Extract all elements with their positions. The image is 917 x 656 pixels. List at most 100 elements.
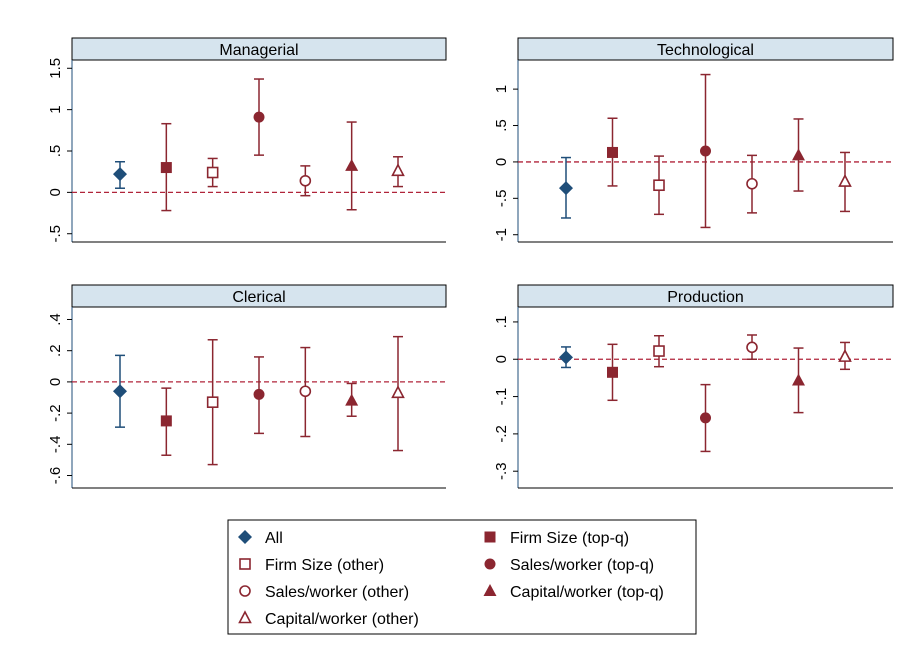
point-marker	[792, 148, 805, 161]
estimate-firm-size-top-q	[160, 387, 172, 456]
panel-technological: Technological -1 -.5 0 .5 1	[493, 37, 894, 243]
legend-item-sales-worker-other: Sales/worker (other)	[239, 584, 409, 601]
legend: All Firm Size (top-q) Firm Size (other) Sal…	[227, 519, 697, 635]
y-tick-label: -.4	[47, 436, 64, 454]
y-tick-label: .5	[47, 145, 64, 158]
point-marker	[299, 385, 312, 398]
legend-marker	[484, 531, 496, 543]
legend-item-firm-size-other: Firm Size (other)	[239, 557, 384, 574]
estimate-sales-worker-top-q	[700, 383, 711, 453]
point-marker	[113, 167, 127, 182]
estimate-sales-worker-other	[299, 165, 312, 197]
point-marker	[113, 384, 127, 399]
point-marker	[559, 181, 573, 196]
point-marker	[838, 173, 852, 187]
legend-label: Firm Size (top-q)	[510, 530, 629, 547]
point-marker	[160, 162, 172, 174]
legend-item-firm-size-top-q: Firm Size (top-q)	[484, 530, 629, 547]
estimate-capital-worker-other	[838, 151, 852, 213]
point-marker	[160, 415, 172, 427]
estimate-sales-worker-other	[299, 346, 312, 438]
point-marker	[746, 177, 758, 190]
y-tick-label: -1	[493, 228, 510, 241]
estimate-sales-worker-top-q	[253, 78, 265, 156]
panel-header	[71, 284, 447, 308]
legend-label: Sales/worker (other)	[265, 584, 409, 601]
estimate-sales-worker-other	[746, 154, 758, 214]
legend-item-all: All	[238, 530, 283, 547]
estimate-capital-worker-other	[838, 341, 852, 371]
y-tick-label: -.3	[493, 462, 510, 480]
estimate-all	[559, 346, 573, 369]
y-tick-label: 0	[493, 355, 510, 363]
estimate-all	[559, 156, 573, 219]
y-tick-label: -.1	[493, 388, 510, 406]
estimate-sales-worker-other	[746, 334, 758, 360]
legend-marker	[238, 530, 252, 544]
legend-frame	[227, 519, 697, 635]
y-tick-label: .1	[493, 316, 510, 329]
panel-clerical: Clerical -.6 -.4 -.2 0 .2 .4	[47, 284, 447, 489]
estimate-capital-worker-other	[391, 156, 405, 188]
panel-title: Managerial	[219, 42, 298, 59]
panel-header	[71, 37, 447, 61]
y-tick-label: -.5	[47, 225, 64, 243]
estimate-capital-worker-top-q	[792, 347, 805, 414]
point-marker	[607, 366, 618, 378]
estimate-firm-size-other	[653, 155, 665, 216]
point-marker	[206, 396, 219, 408]
legend-label: Sales/worker (top-q)	[510, 557, 654, 574]
y-tick-label: 0	[47, 378, 64, 386]
y-tick-label: 0	[47, 188, 64, 196]
y-tick-label: -.2	[493, 425, 510, 443]
estimate-firm-size-top-q	[607, 117, 618, 187]
point-marker	[345, 158, 359, 171]
point-marker	[700, 412, 711, 424]
legend-marker	[484, 558, 496, 570]
estimate-capital-worker-top-q	[792, 118, 805, 192]
panel-header	[517, 37, 894, 61]
y-tick-label: -.2	[47, 404, 64, 422]
y-tick-label: .4	[47, 313, 64, 326]
estimate-sales-worker-top-q	[253, 356, 265, 435]
legend-marker	[483, 584, 497, 596]
estimate-all	[113, 354, 127, 428]
legend-item-capital-worker-top-q: Capital/worker (top-q)	[483, 584, 664, 601]
legend-marker	[239, 558, 251, 570]
point-marker	[559, 350, 573, 365]
point-marker	[391, 163, 405, 177]
estimate-firm-size-top-q	[607, 343, 618, 402]
point-marker	[206, 166, 219, 179]
point-marker	[253, 111, 265, 123]
point-marker	[253, 388, 265, 400]
estimate-capital-worker-top-q	[345, 121, 359, 211]
point-marker	[653, 345, 665, 357]
panel-production: Production -.3 -.2 -.1 0 .1	[493, 284, 894, 489]
y-tick-label: 1.5	[47, 58, 64, 79]
y-tick-label: 0	[493, 158, 510, 166]
point-marker	[746, 341, 758, 354]
estimate-firm-size-other	[206, 157, 219, 188]
estimate-firm-size-other	[206, 339, 219, 466]
legend-item-sales-worker-top-q: Sales/worker (top-q)	[484, 557, 654, 574]
point-marker	[792, 373, 805, 386]
estimate-firm-size-other	[653, 334, 665, 368]
point-marker	[838, 348, 852, 362]
point-marker	[299, 174, 312, 187]
legend-marker	[239, 585, 251, 597]
y-tick-label: -.5	[493, 190, 510, 208]
y-tick-label: 1	[493, 85, 510, 93]
legend-label: Firm Size (other)	[265, 557, 384, 574]
y-tick-label: 1	[47, 105, 64, 113]
y-tick-label: .5	[493, 119, 510, 132]
legend-label: Capital/worker (top-q)	[510, 584, 664, 601]
point-marker	[653, 179, 665, 192]
point-marker	[607, 146, 618, 158]
panel-header	[517, 284, 894, 308]
panel-title: Production	[667, 289, 744, 306]
legend-marker	[238, 610, 252, 624]
panel-title: Technological	[657, 42, 754, 59]
estimate-capital-worker-other	[391, 335, 405, 452]
estimate-all	[113, 161, 127, 189]
